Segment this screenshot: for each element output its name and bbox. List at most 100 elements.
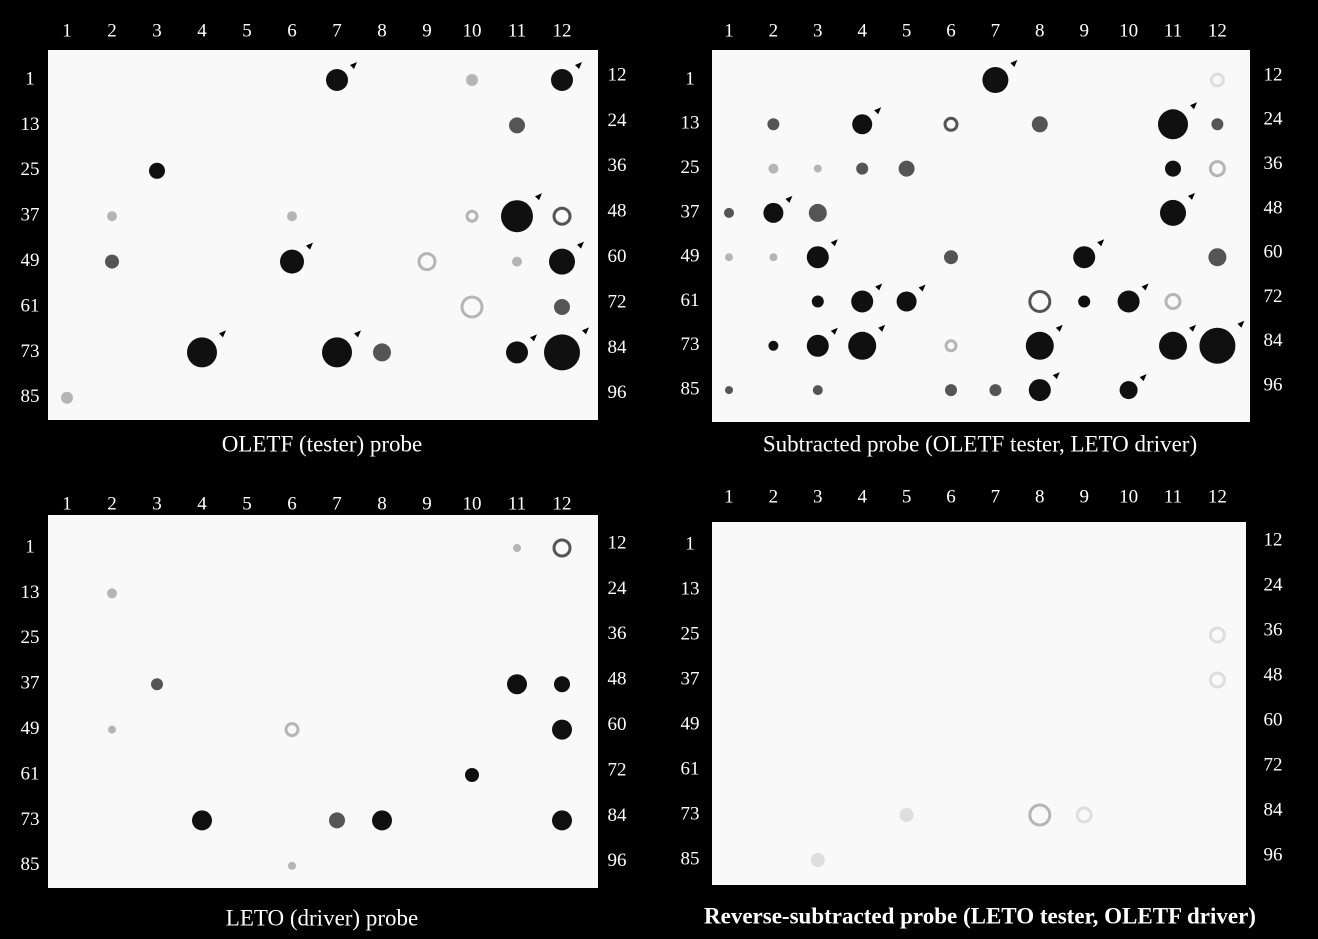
spot [900, 808, 914, 822]
row-label: 49 [21, 718, 40, 739]
spot [329, 812, 345, 828]
row-label: 37 [681, 201, 700, 222]
row-label: 12 [1264, 529, 1283, 550]
spot [945, 384, 957, 396]
row-label: 96 [608, 382, 627, 403]
spot [851, 291, 873, 313]
column-label: 3 [152, 493, 162, 514]
spot [466, 74, 478, 86]
spot [372, 810, 392, 830]
row-label: 36 [1264, 153, 1283, 174]
spot [554, 676, 570, 692]
column-label: 6 [946, 486, 956, 507]
column-label: 12 [553, 493, 572, 514]
column-label: 10 [463, 20, 482, 41]
column-label: 8 [377, 493, 387, 514]
spot [465, 768, 479, 782]
spot [549, 249, 575, 275]
column-label: 4 [197, 493, 207, 514]
column-label: 6 [287, 493, 297, 514]
spot [507, 674, 527, 694]
row-label: 36 [1264, 619, 1283, 640]
spot [151, 678, 163, 690]
row-label: 49 [681, 246, 700, 267]
column-label: 1 [62, 20, 72, 41]
spot [856, 163, 868, 175]
row-label: 60 [608, 246, 627, 267]
spot [1159, 332, 1187, 360]
row-label: 60 [608, 714, 627, 735]
row-label: 84 [608, 805, 628, 826]
spot [1211, 118, 1223, 130]
spot [1073, 246, 1095, 268]
row-label: 37 [21, 205, 40, 226]
spot [1078, 296, 1090, 308]
row-label: 96 [608, 850, 627, 871]
column-label: 4 [857, 20, 867, 41]
spot [509, 117, 525, 133]
spot [852, 114, 872, 134]
spot [769, 253, 777, 261]
spot [1118, 291, 1140, 313]
spot [897, 292, 917, 312]
spot [551, 69, 573, 91]
page: {"panels": [ {"caption": "OLETF (tester)… [0, 0, 1318, 939]
column-label: 10 [1119, 486, 1138, 507]
spot [107, 588, 117, 598]
blot-membrane [712, 50, 1250, 422]
spot [899, 161, 915, 177]
row-label: 49 [681, 713, 700, 734]
column-label: 6 [946, 20, 956, 41]
spot [982, 67, 1008, 93]
row-label: 25 [681, 157, 700, 178]
column-label: 7 [332, 493, 342, 514]
row-label: 73 [681, 334, 700, 355]
row-label: 85 [21, 854, 40, 875]
column-label: 4 [857, 486, 867, 507]
panel-caption: Reverse-subtracted probe (LETO tester, O… [704, 903, 1256, 928]
row-label: 12 [608, 532, 627, 553]
column-label: 2 [107, 493, 117, 514]
spot [807, 246, 829, 268]
row-label: 36 [608, 155, 627, 176]
blot-membrane [48, 50, 598, 420]
row-label: 1 [25, 536, 35, 557]
row-label: 85 [681, 378, 700, 399]
spot [812, 296, 824, 308]
spot [767, 118, 779, 130]
column-label: 8 [1035, 486, 1045, 507]
row-label: 96 [1264, 374, 1283, 395]
spot [768, 164, 778, 174]
column-label: 5 [242, 493, 252, 514]
row-label: 48 [1264, 664, 1283, 685]
row-label: 73 [21, 809, 40, 830]
column-label: 2 [769, 486, 779, 507]
row-label: 48 [1264, 197, 1283, 218]
column-label: 3 [813, 20, 823, 41]
row-label: 24 [608, 578, 628, 599]
column-label: 11 [508, 493, 526, 514]
row-label: 84 [1264, 799, 1284, 820]
panel-caption: Subtracted probe (OLETF tester, LETO dri… [763, 431, 1197, 456]
spot [280, 250, 304, 274]
spot [373, 343, 391, 361]
row-label: 25 [21, 159, 40, 180]
spot [763, 203, 783, 223]
column-label: 7 [991, 20, 1001, 41]
row-label: 61 [681, 290, 700, 311]
column-label: 2 [107, 20, 117, 41]
column-label: 9 [422, 493, 432, 514]
spot [513, 544, 521, 552]
spot [544, 334, 580, 370]
figure: 1234567891011121132537496173851224364860… [0, 0, 1318, 939]
column-label: 11 [1164, 20, 1182, 41]
column-label: 10 [1119, 20, 1138, 41]
spot [326, 69, 348, 91]
row-label: 12 [1264, 64, 1283, 85]
column-label: 9 [1079, 20, 1089, 41]
row-label: 72 [608, 759, 627, 780]
column-label: 5 [902, 486, 912, 507]
spot [187, 337, 217, 367]
row-label: 1 [685, 68, 695, 89]
spot [1165, 161, 1181, 177]
